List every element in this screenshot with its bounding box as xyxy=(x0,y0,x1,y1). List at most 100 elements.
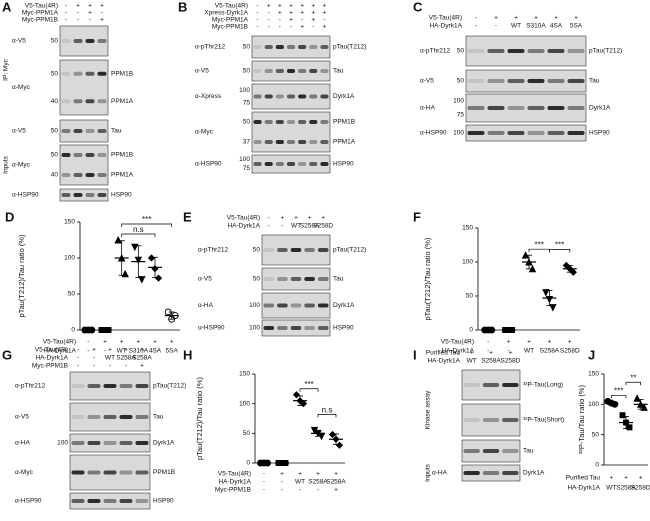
condition-sign: - xyxy=(256,24,258,31)
condition-label: HA-Dyrk1A xyxy=(441,348,474,355)
blot-band xyxy=(567,131,585,135)
blot-band xyxy=(277,277,288,281)
blot-band xyxy=(73,129,83,133)
blot-band xyxy=(264,69,273,73)
blot-band xyxy=(135,470,149,475)
condition-sign: + xyxy=(300,3,304,10)
condition-sign: + xyxy=(554,15,558,22)
blot-band xyxy=(253,69,262,73)
blot-band xyxy=(73,173,83,177)
blot-band xyxy=(567,79,585,83)
data-point xyxy=(117,253,126,262)
significance-label: *** xyxy=(535,240,544,249)
blot-band xyxy=(61,99,71,104)
condition-sign: + xyxy=(470,350,474,357)
blot-band xyxy=(304,303,315,308)
blot-band xyxy=(264,162,273,166)
condition-sign: + xyxy=(103,339,107,346)
blot-band xyxy=(507,49,525,53)
data-point xyxy=(171,312,179,319)
condition-sign: S310A xyxy=(129,348,149,355)
condition-sign: + xyxy=(507,339,511,346)
band-label: ³²P-Tau(Short) xyxy=(523,417,564,424)
blot-strip xyxy=(69,433,151,453)
mw-label: 50 xyxy=(51,70,59,77)
condition-label: HA-Dyrk1A xyxy=(427,358,460,365)
blot-strip xyxy=(465,69,587,93)
condition-sign: - xyxy=(125,363,127,370)
blot-band xyxy=(502,471,519,475)
condition-sign: - xyxy=(263,479,265,486)
blot-band xyxy=(317,277,329,281)
blot-band xyxy=(263,326,275,330)
y-tick-label: 150 xyxy=(64,219,75,226)
data-point xyxy=(525,257,533,266)
blot-band xyxy=(97,71,107,76)
condition-sign: - xyxy=(290,24,292,31)
panel-letter: H xyxy=(183,347,192,362)
data-point xyxy=(335,441,344,449)
blot-band xyxy=(87,415,101,419)
condition-label: V5-Tau(4R) xyxy=(227,215,260,222)
data-point xyxy=(154,274,163,282)
antibody-label: α-Myc xyxy=(12,162,31,169)
condition-sign: + xyxy=(92,347,96,354)
condition-sign: + xyxy=(494,15,498,22)
data-point xyxy=(521,251,530,259)
blot-band xyxy=(507,106,525,110)
significance-label: n.s xyxy=(133,225,144,234)
blot-band xyxy=(119,499,133,503)
condition-sign: + xyxy=(170,339,174,346)
condition-sign: + xyxy=(300,24,304,31)
data-point xyxy=(488,326,496,334)
antibody-label: α-HSP90 xyxy=(12,192,39,199)
condition-sign: + xyxy=(300,10,304,17)
condition-sign: - xyxy=(263,487,265,494)
significance-bracket xyxy=(610,394,627,399)
antibody-label: α-V5 xyxy=(12,128,26,135)
blot-band xyxy=(320,120,329,124)
blot-strip xyxy=(261,292,331,319)
condition-sign: + xyxy=(140,363,144,370)
data-point xyxy=(282,460,289,466)
condition-sign: + xyxy=(136,339,140,346)
blot-band xyxy=(85,129,95,133)
data-point xyxy=(299,400,308,408)
condition-sign: + xyxy=(267,3,271,10)
blot-band xyxy=(264,94,273,99)
condition-sign: S258D xyxy=(313,223,333,230)
significance-label: ** xyxy=(630,373,636,382)
condition-sign: - xyxy=(101,10,103,17)
condition-sign: + xyxy=(153,339,157,346)
condition-sign: S258A xyxy=(300,223,320,230)
mw-label: 37 xyxy=(243,139,251,146)
mw-label: 50 xyxy=(243,119,251,126)
condition-sign: + xyxy=(100,17,104,24)
band-label: Dyrk1A xyxy=(333,93,355,100)
y-tick-label: 100 xyxy=(64,255,75,262)
antibody-label: α-V5 xyxy=(12,38,26,45)
data-point xyxy=(542,289,550,297)
blot-band xyxy=(317,326,329,330)
condition-sign: - xyxy=(77,10,79,17)
blot-band xyxy=(97,39,107,43)
blot-band xyxy=(487,106,505,110)
blot-band xyxy=(71,470,85,475)
condition-label: HA-Dyrk1A xyxy=(227,223,260,230)
blot-band xyxy=(263,248,275,252)
data-point xyxy=(549,304,557,312)
blot-band xyxy=(87,384,101,388)
data-point xyxy=(545,295,554,304)
condition-label: V5-Tau(4R) xyxy=(429,15,462,22)
condition-sign: - xyxy=(268,10,270,17)
y-tick-label: 100 xyxy=(239,400,250,407)
blot-band xyxy=(463,471,480,475)
condition-sign: + xyxy=(609,475,613,482)
blot-band xyxy=(317,248,329,252)
blot-band xyxy=(286,140,296,144)
band-label: Tau xyxy=(153,414,164,421)
data-point xyxy=(317,432,326,441)
y-tick-label: 0 xyxy=(246,460,250,467)
blot-band xyxy=(275,162,284,166)
